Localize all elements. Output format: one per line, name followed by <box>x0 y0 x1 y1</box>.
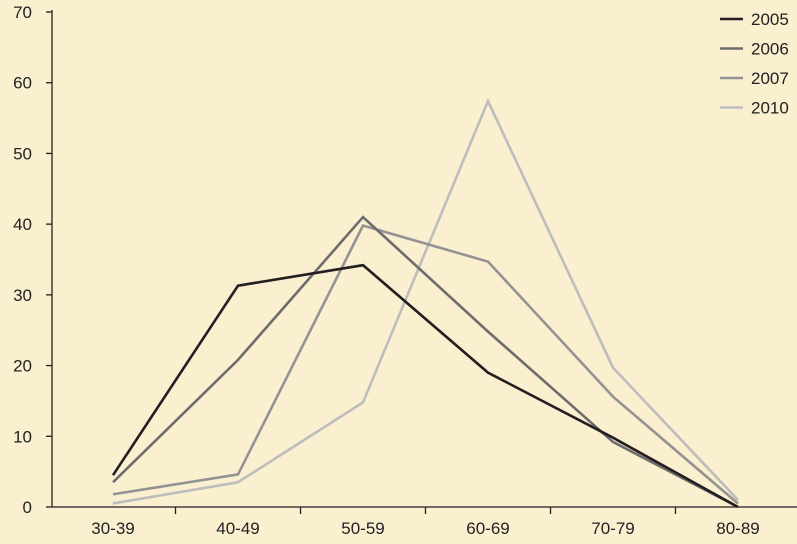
y-tick-label: 60 <box>13 74 32 93</box>
x-tick-label: 80-89 <box>716 519 759 538</box>
x-tick-label: 40-49 <box>216 519 259 538</box>
x-tick-label: 70-79 <box>591 519 634 538</box>
series-line-2010 <box>112 97 739 505</box>
series-lines <box>111 97 739 509</box>
y-tick-label: 20 <box>13 357 32 376</box>
legend-label-2010: 2010 <box>751 99 789 118</box>
y-tick-label: 30 <box>13 286 32 305</box>
x-tick-label: 50-59 <box>341 519 384 538</box>
x-tick-label: 30-39 <box>91 519 134 538</box>
legend-label-2007: 2007 <box>751 69 789 88</box>
y-tick-label: 0 <box>23 498 32 517</box>
x-tick-label: 60-69 <box>466 519 509 538</box>
axes: 0 10 20 30 40 50 60 70 30-39 40-49 50-59 60-69 70-79… <box>13 3 797 538</box>
y-tick-label: 40 <box>13 215 32 234</box>
legend: 2005 2006 2007 2010 <box>720 10 789 118</box>
legend-label-2006: 2006 <box>751 40 789 59</box>
series-line-2006 <box>112 215 739 509</box>
series-line-2007 <box>112 224 739 505</box>
legend-label-2005: 2005 <box>751 10 789 29</box>
y-tick-label: 50 <box>13 144 32 163</box>
series-line-2005 <box>111 263 739 509</box>
y-tick-label: 10 <box>13 427 32 446</box>
y-tick-label: 70 <box>13 3 32 22</box>
